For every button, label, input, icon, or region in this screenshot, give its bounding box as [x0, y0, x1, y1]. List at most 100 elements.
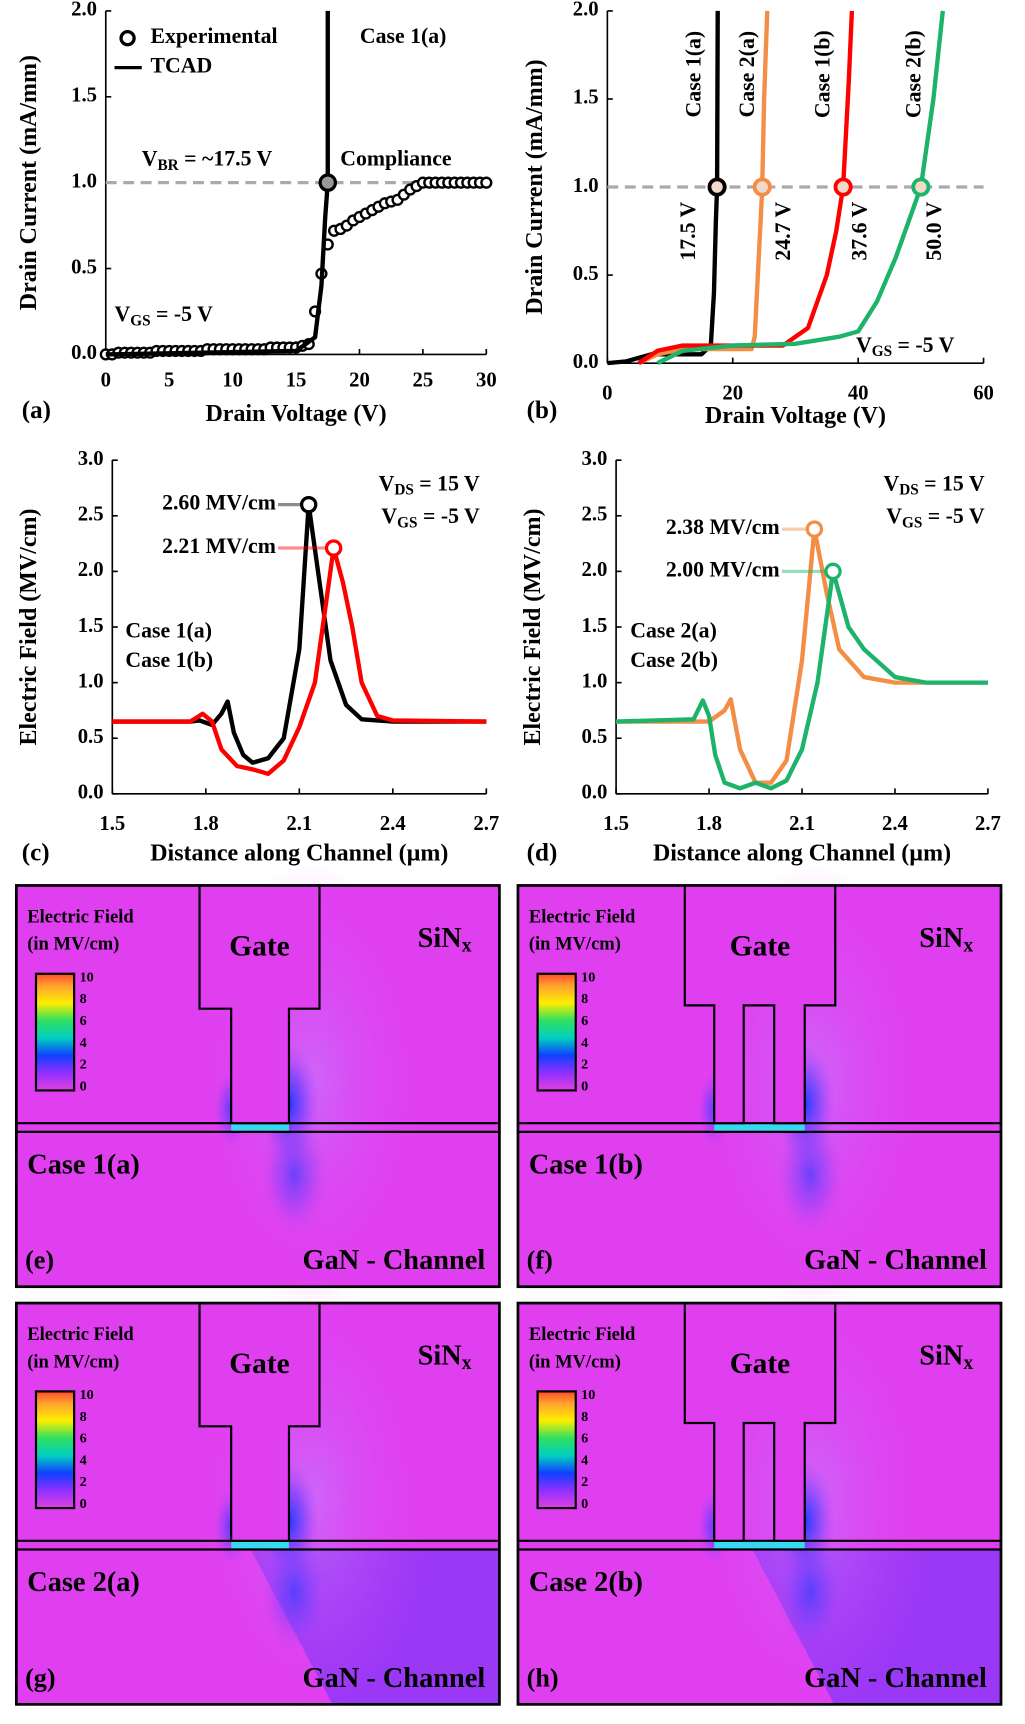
frame: [516, 1301, 1003, 1706]
frame: [14, 1301, 501, 1706]
peak-point: [324, 539, 343, 557]
x-tick-label: 60: [973, 383, 994, 405]
value-label: 17.5 V: [676, 201, 700, 260]
breakdown-point: [833, 177, 853, 197]
annotation-main: V: [379, 471, 395, 495]
colorbar-tick-label: 0: [80, 1496, 87, 1512]
panel-label: (c): [22, 840, 50, 867]
panel-label: (h): [527, 1663, 559, 1692]
interface-hotspot: [714, 1540, 805, 1549]
frame: [14, 884, 501, 1289]
legend-label: TCAD: [150, 54, 212, 78]
y-tick-label: 0.5: [78, 726, 104, 748]
x-tick-label: 0: [602, 383, 612, 405]
field-map: Gate SiNx Electric Field (in MV/cm) 10 8 6 4 2 0 C…: [14, 1281, 501, 1718]
y-tick-label: 2.0: [573, 0, 599, 21]
x-tick-label: 20: [722, 383, 743, 405]
colorbar-tick-label: 2: [80, 1057, 87, 1073]
y-axis-title: Electric Field (MV/cm): [520, 509, 546, 746]
annotation-sub: GS: [872, 343, 892, 360]
x-axis-title: Distance along Channel (µm): [150, 840, 448, 866]
peak-point: [299, 495, 318, 514]
annotation-sub: DS: [899, 481, 919, 498]
y-tick-label: 2.0: [71, 0, 97, 21]
value-label: 2.00 MV/cm: [666, 557, 780, 581]
series-label: Case 1(a): [681, 31, 705, 118]
colorbar-tick-label: 8: [80, 1409, 87, 1425]
gate: [683, 884, 837, 1125]
value-label: 2.60 MV/cm: [162, 491, 276, 515]
panel-label: (d): [527, 840, 558, 867]
colorbar: [536, 972, 577, 1092]
series-label: Case 1(a): [125, 618, 212, 642]
x-axis-title: Drain Voltage (V): [705, 403, 886, 429]
gate: [198, 1301, 321, 1542]
annotation-tail: = ~17.5 V: [179, 146, 273, 170]
field-glow: [261, 1114, 328, 1235]
case-label: Case 2(a): [27, 1567, 140, 1598]
x-tick-label: 1.5: [603, 813, 629, 835]
annotation: Compliance: [340, 146, 452, 170]
peak-point: [805, 520, 824, 538]
colorbar-tick-label: 4: [80, 1035, 87, 1051]
y-tick-label: 0.0: [78, 782, 104, 804]
y-tick-label: 2.0: [581, 559, 607, 581]
value-label: 50.0 V: [922, 201, 946, 260]
dielectric-main: SiN: [919, 922, 964, 953]
x-tick-label: 2.1: [286, 813, 312, 835]
colorbar-tick-label: 0: [581, 1496, 588, 1512]
x-tick-label: 0: [101, 369, 111, 391]
x-tick-label: 30: [476, 369, 497, 391]
annotation-tail: = -5 V: [151, 302, 214, 326]
series-label: Case 2(b): [901, 30, 925, 118]
colorbar-tick-label: 4: [581, 1452, 588, 1468]
gate: [198, 884, 321, 1125]
y-tick-label: 1.0: [71, 170, 97, 192]
field-map: Gate SiNx Electric Field (in MV/cm) 10 8 6 4 2 0 C…: [14, 863, 501, 1300]
series-line: [112, 545, 487, 777]
gate-label: Gate: [730, 1348, 791, 1380]
colorbar-title: Electric Field: [27, 1324, 134, 1345]
colorbar-tick-label: 2: [80, 1474, 87, 1490]
legend-marker: [119, 30, 136, 47]
field-map: Gate SiNx Electric Field (in MV/cm) 10 8 6 4 2 0 C…: [516, 863, 1003, 1300]
colorbar: [34, 1390, 76, 1510]
gate-label: Gate: [229, 1348, 290, 1380]
colorbar-tick-label: 6: [80, 1013, 87, 1029]
y-axis-title: Drain Current (mA/mm): [522, 59, 548, 314]
annotation-main: V: [114, 302, 130, 326]
colorbar: [536, 1390, 577, 1510]
y-tick-label: 2.0: [78, 559, 104, 581]
colorbar-tick-label: 6: [581, 1013, 588, 1029]
colorbar-tick-label: 8: [581, 1409, 588, 1425]
case-label: Case 1(b): [529, 1149, 643, 1180]
panel-label: (g): [25, 1663, 56, 1692]
series-line: [607, 10, 720, 366]
colorbar-tick-label: 4: [581, 1035, 588, 1051]
dielectric-label: SiNx: [919, 1340, 973, 1374]
colorbar-tick-label: 10: [80, 1387, 94, 1403]
series-line: [637, 10, 855, 365]
highlight-point: [318, 173, 338, 192]
frame: [516, 884, 1003, 1289]
colorbar-tick-label: 2: [581, 1057, 588, 1073]
colorbar-tick-label: 10: [581, 969, 595, 985]
x-tick-label: 40: [848, 383, 869, 405]
colorbar-title: (in MV/cm): [27, 1351, 119, 1372]
legend-label: Experimental: [150, 24, 277, 48]
series-label: Case 2(b): [630, 648, 718, 672]
annotation: Case 1(a): [360, 24, 447, 48]
interface-hotspot: [231, 1540, 289, 1549]
annotation-tail: = -5 V: [922, 504, 985, 528]
y-tick-label: 3.0: [581, 448, 607, 470]
colorbar: [34, 972, 76, 1092]
channel-label: GaN - Channel: [804, 1663, 987, 1694]
y-tick-label: 0.5: [581, 726, 607, 748]
gate-label: Gate: [229, 930, 290, 962]
interface-hotspot: [231, 1123, 289, 1131]
y-axis-title: Electric Field (MV/cm): [16, 509, 42, 746]
x-tick-label: 2.4: [380, 813, 406, 835]
dielectric-sub: x: [963, 935, 973, 956]
x-tick-label: 20: [349, 369, 370, 391]
